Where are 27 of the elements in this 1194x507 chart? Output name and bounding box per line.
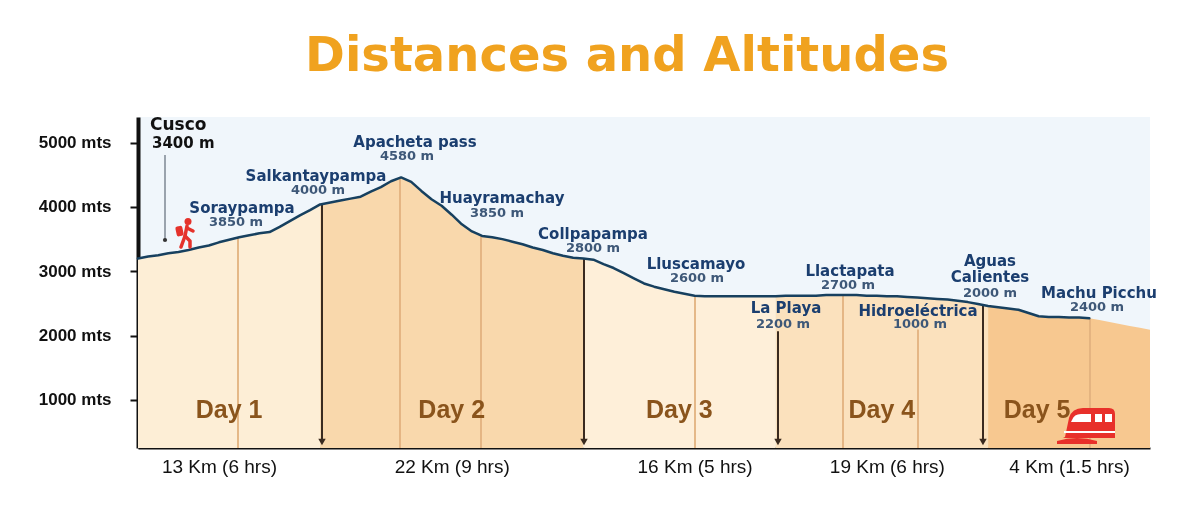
annotation: 2000 m: [962, 285, 1018, 301]
annotation: Salkantaypampa: [245, 167, 387, 186]
y-tick-label: 2000 mts: [38, 326, 112, 346]
chart-title: Distances and Altitudes: [305, 26, 949, 82]
x-tick-label: 22 Km (9 hrs): [394, 455, 510, 477]
annotation: La Playa: [750, 299, 822, 318]
annotation: Cusco: [150, 114, 207, 134]
annotation: Aguas Calientes: [950, 252, 1030, 287]
x-tick-label: 4 Km (1.5 hrs): [1009, 455, 1130, 477]
y-tick-label: 1000 mts: [38, 390, 112, 410]
annotation: 3400 m: [152, 134, 215, 152]
series-label: Day 5: [1003, 395, 1071, 423]
annotation: Llactapata: [805, 262, 895, 281]
series-label: Day 2: [418, 395, 486, 423]
y-tick-label: 4000 mts: [38, 197, 112, 217]
annotation: Soraypampa: [189, 199, 295, 218]
series-label: Day 3: [646, 395, 713, 423]
x-tick-label: 13 Km (6 hrs): [161, 455, 278, 477]
annotation: 2200 m: [755, 316, 811, 332]
series-label: Day 1: [195, 395, 263, 423]
y-tick-label: 3000 mts: [38, 261, 112, 281]
y-tick-label: 5000 mts: [38, 133, 112, 153]
x-tick-label: 19 Km (6 hrs): [829, 455, 945, 477]
x-tick-label: 16 Km (5 hrs): [637, 455, 753, 477]
annotation: Collpapampa: [538, 225, 648, 244]
series-label: Day 4: [848, 395, 916, 423]
annotation: Huayramachay: [439, 188, 565, 207]
